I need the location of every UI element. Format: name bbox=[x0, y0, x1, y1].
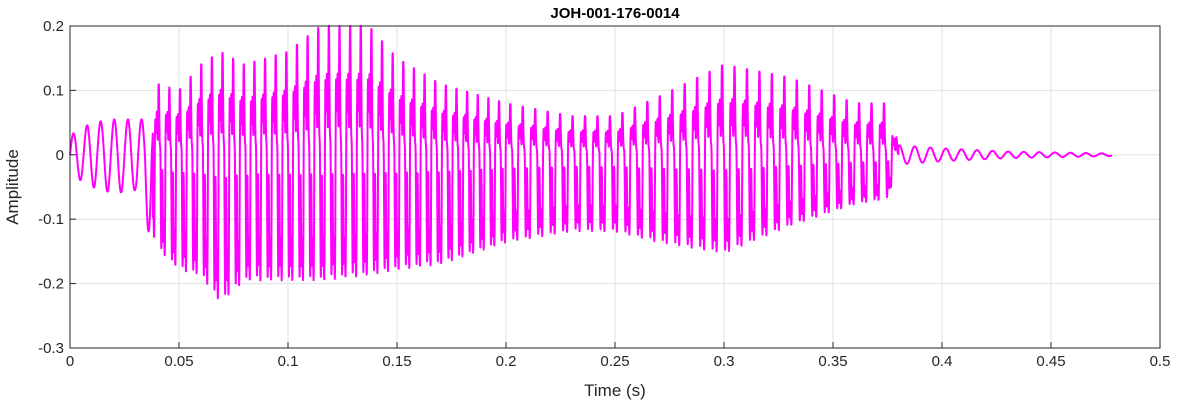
series-layer bbox=[69, 25, 1113, 300]
x-tick-label: 0.45 bbox=[1036, 353, 1065, 370]
y-tick-label: 0.1 bbox=[43, 82, 64, 99]
x-axis-label: Time (s) bbox=[584, 381, 646, 400]
x-tick-label: 0.4 bbox=[932, 353, 953, 370]
x-tick-label: 0.05 bbox=[164, 353, 193, 370]
waveform-series-line bbox=[69, 25, 1113, 300]
y-tick-label: -0.2 bbox=[38, 276, 64, 293]
y-axis-label: Amplitude bbox=[3, 149, 22, 225]
x-tick-label: 0.1 bbox=[278, 353, 299, 370]
x-tick-label: 0.15 bbox=[382, 353, 411, 370]
y-tick-label: 0 bbox=[56, 147, 64, 164]
y-tick-label: -0.3 bbox=[38, 340, 64, 357]
chart-title: JOH-001-176-0014 bbox=[550, 5, 680, 22]
x-tick-label: 0 bbox=[66, 353, 74, 370]
x-tick-label: 0.35 bbox=[818, 353, 847, 370]
y-tick-label: 0.2 bbox=[43, 18, 64, 35]
y-tick-label: -0.1 bbox=[38, 211, 64, 228]
x-tick-label: 0.3 bbox=[714, 353, 735, 370]
ticks: 0 0.05 0.1 0.15 0.2 0.25 0.3 0.35 0.4 0.45 0.5 -0.3… bbox=[38, 18, 1170, 370]
x-tick-label: 0.5 bbox=[1150, 353, 1171, 370]
x-tick-label: 0.25 bbox=[600, 353, 629, 370]
x-tick-label: 0.2 bbox=[496, 353, 517, 370]
